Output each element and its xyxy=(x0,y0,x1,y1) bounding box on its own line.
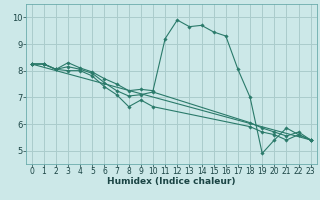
X-axis label: Humidex (Indice chaleur): Humidex (Indice chaleur) xyxy=(107,177,236,186)
